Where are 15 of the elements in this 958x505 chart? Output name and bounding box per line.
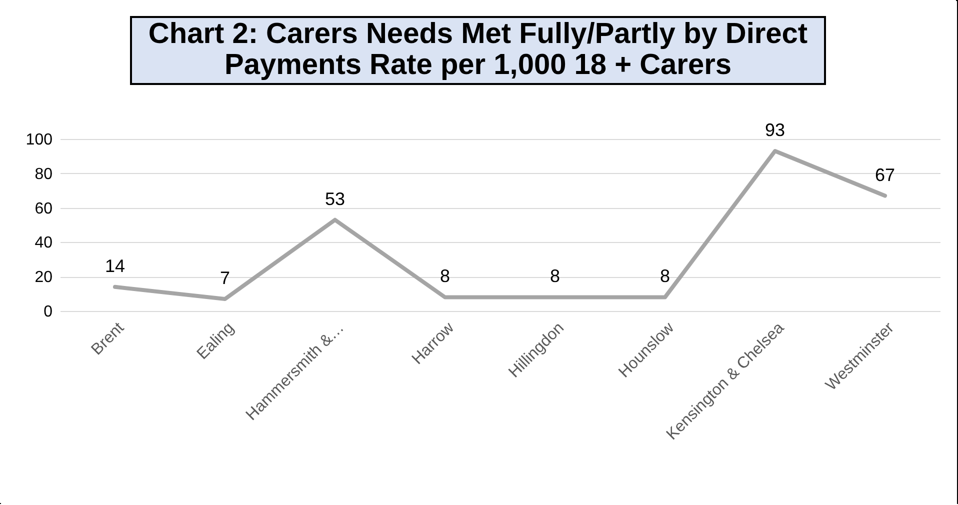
- chart-title: Chart 2: Carers Needs Met Fully/Partly by Direct Payments Rate per 1,000 18 + Carers: [130, 16, 826, 85]
- y-tick-label: 20: [34, 269, 53, 286]
- y-tick-label: 0: [44, 304, 53, 320]
- data-label: 93: [764, 120, 786, 140]
- data-label: 8: [550, 266, 560, 286]
- y-tick-label: 40: [34, 234, 53, 252]
- data-label: 7: [220, 268, 230, 288]
- data-label: 14: [104, 256, 126, 276]
- y-tick-label: 100: [26, 132, 53, 148]
- y-tick-label: 60: [34, 200, 53, 218]
- data-label: 8: [440, 266, 450, 286]
- data-label: 53: [324, 188, 346, 209]
- data-label: 67: [874, 164, 896, 185]
- data-label: 8: [660, 266, 670, 286]
- y-tick-label: 80: [34, 166, 53, 183]
